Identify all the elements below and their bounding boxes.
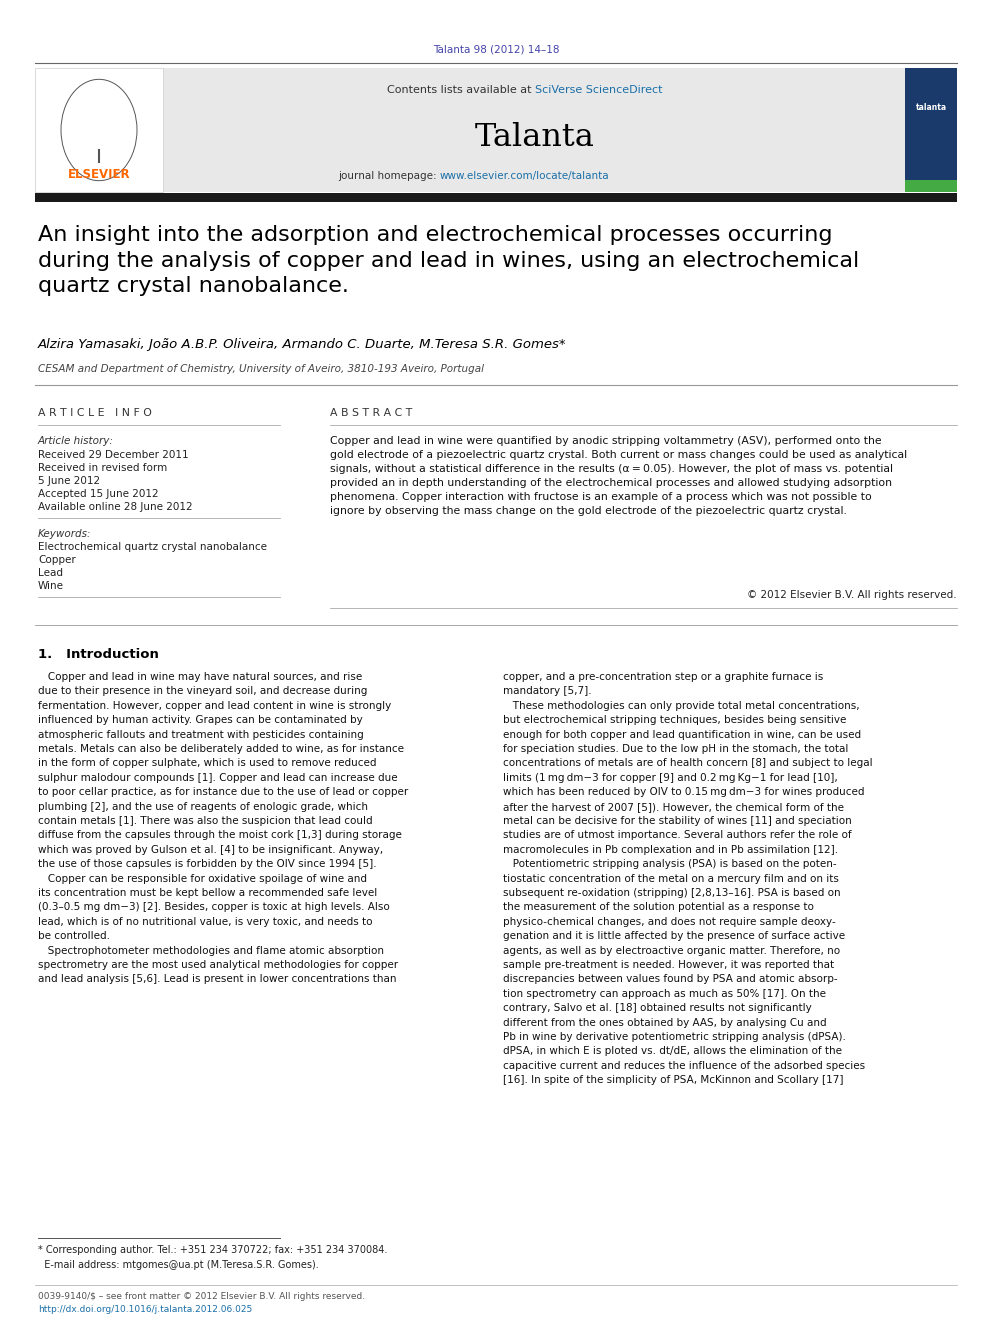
Bar [35, 193, 957, 202]
Text: http://dx.doi.org/10.1016/j.talanta.2012.06.025: http://dx.doi.org/10.1016/j.talanta.2012… [38, 1304, 252, 1314]
Text: E-mail address: mtgomes@ua.pt (M.Teresa.S.R. Gomes).: E-mail address: mtgomes@ua.pt (M.Teresa.… [38, 1259, 318, 1270]
Text: Accepted 15 June 2012: Accepted 15 June 2012 [38, 490, 159, 499]
Text: 1.   Introduction: 1. Introduction [38, 648, 159, 662]
Text: SciVerse ScienceDirect: SciVerse ScienceDirect [535, 85, 663, 95]
Text: CESAM and Department of Chemistry, University of Aveiro, 3810-193 Aveiro, Portug: CESAM and Department of Chemistry, Unive… [38, 364, 484, 374]
Text: Talanta: Talanta [475, 123, 595, 153]
Text: Talanta 98 (2012) 14–18: Talanta 98 (2012) 14–18 [433, 45, 559, 56]
Text: A R T I C L E   I N F O: A R T I C L E I N F O [38, 407, 152, 418]
Text: Contents lists available at: Contents lists available at [387, 85, 535, 95]
Text: Copper and lead in wine were quantified by anodic stripping voltammetry (ASV), p: Copper and lead in wine were quantified … [330, 437, 907, 516]
Text: 0039-9140/$ – see front matter © 2012 Elsevier B.V. All rights reserved.: 0039-9140/$ – see front matter © 2012 El… [38, 1293, 365, 1301]
Text: An insight into the adsorption and electrochemical processes occurring
during th: An insight into the adsorption and elect… [38, 225, 859, 296]
Text: Copper and lead in wine may have natural sources, and rise
due to their presence: Copper and lead in wine may have natural… [38, 672, 409, 984]
Text: Copper: Copper [38, 556, 75, 565]
Text: Electrochemical quartz crystal nanobalance: Electrochemical quartz crystal nanobalan… [38, 542, 267, 552]
Text: A B S T R A C T: A B S T R A C T [330, 407, 413, 418]
Text: Wine: Wine [38, 581, 64, 591]
Text: copper, and a pre-concentration step or a graphite furnace is
mandatory [5,7].
 : copper, and a pre-concentration step or … [503, 672, 873, 1085]
Text: journal homepage:: journal homepage: [338, 171, 440, 181]
Text: Available online 28 June 2012: Available online 28 June 2012 [38, 501, 192, 512]
Text: Keywords:: Keywords: [38, 529, 91, 538]
Text: * Corresponding author. Tel.: +351 234 370722; fax: +351 234 370084.: * Corresponding author. Tel.: +351 234 3… [38, 1245, 387, 1256]
Text: Received 29 December 2011: Received 29 December 2011 [38, 450, 188, 460]
Text: talanta: talanta [916, 103, 946, 112]
Bar [905, 180, 957, 192]
Text: www.elsevier.com/locate/talanta: www.elsevier.com/locate/talanta [440, 171, 610, 181]
Text: Lead: Lead [38, 568, 63, 578]
Bar [905, 67, 957, 192]
Bar [35, 67, 163, 192]
Text: © 2012 Elsevier B.V. All rights reserved.: © 2012 Elsevier B.V. All rights reserved… [747, 590, 957, 601]
Text: Alzira Yamasaki, João A.B.P. Oliveira, Armando C. Duarte, M.Teresa S.R. Gomes*: Alzira Yamasaki, João A.B.P. Oliveira, A… [38, 337, 566, 351]
Text: Article history:: Article history: [38, 437, 114, 446]
Bar [163, 67, 905, 192]
Text: ELSEVIER: ELSEVIER [67, 168, 130, 180]
Text: 5 June 2012: 5 June 2012 [38, 476, 100, 486]
Text: Received in revised form: Received in revised form [38, 463, 168, 474]
